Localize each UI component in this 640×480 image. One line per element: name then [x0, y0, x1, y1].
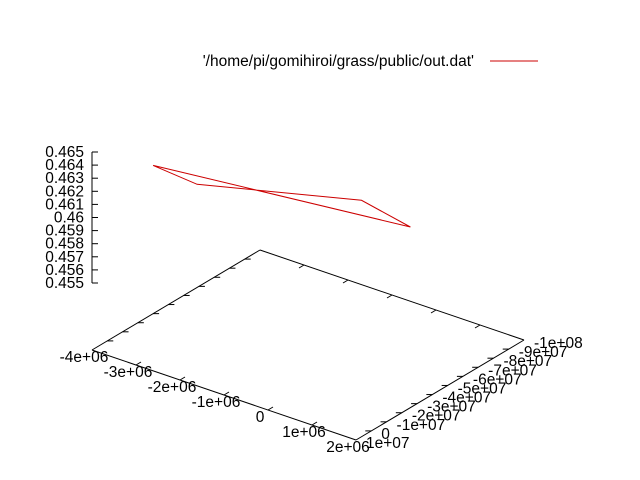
z-tick-label: 0.455: [45, 275, 84, 292]
legend: '/home/pi/gomihiroi/grass/public/out.dat…: [203, 53, 538, 70]
z-tick-label: 0.457: [45, 249, 84, 266]
z-tick-label: 0.463: [45, 170, 84, 187]
z-tick-label: 0.456: [45, 262, 84, 279]
y-axis-ticks: -1e+08-9e+07-8e+07-7e+07-6e+07-5e+07-4e+…: [107, 258, 583, 452]
z-tick-label: 0.465: [45, 144, 84, 161]
y-tick-label: -7e+07: [488, 362, 537, 379]
y-tick-label: -4e+07: [442, 390, 491, 407]
y-tick-label: -3e+07: [427, 399, 476, 416]
y-tick-label: -9e+07: [519, 344, 568, 361]
z-tick-label: 0.464: [45, 157, 84, 174]
y-tick-label: -1e+07: [397, 417, 446, 434]
x-tick-label: 1e+06: [282, 424, 326, 441]
x-tick-label: -3e+06: [104, 364, 153, 381]
y-tick-label: -6e+07: [473, 371, 522, 388]
y-tick-label: -2e+07: [412, 408, 461, 425]
base-edge-left: [91, 249, 261, 351]
x-tick-mark: [179, 376, 186, 381]
legend-label: '/home/pi/gomihiroi/grass/public/out.dat…: [203, 53, 474, 70]
x-tick-label: -2e+06: [148, 379, 197, 396]
series-line: [152, 164, 411, 228]
x-tick-mark: [267, 406, 274, 411]
y-tick-label: -1e+08: [534, 335, 583, 352]
x-tick-label: -1e+06: [192, 394, 241, 411]
x-tick-mark-far: [386, 294, 393, 299]
series-group: [152, 164, 411, 228]
y-tick-label: 1e+07: [366, 435, 410, 452]
x-tick-mark-far: [430, 309, 437, 314]
y-tick-label: -8e+07: [503, 353, 552, 370]
base-edge-right: [355, 339, 525, 441]
y-tick-label: -5e+07: [458, 380, 507, 397]
z-tick-label: 0.462: [45, 183, 84, 200]
y-tick-label: 0: [381, 426, 390, 443]
z-tick-label: 0.461: [45, 196, 84, 213]
x-tick-label: -4e+06: [60, 349, 109, 366]
x-tick-label: 0: [256, 409, 265, 426]
x-tick-mark-far: [298, 264, 305, 269]
z-tick-label: 0.459: [45, 223, 84, 240]
z-axis: 0.4550.4560.4570.4580.4590.460.4610.4620…: [45, 144, 98, 292]
x-tick-mark-far: [342, 279, 349, 284]
x-tick-mark: [311, 421, 318, 426]
z-tick-label: 0.458: [45, 236, 84, 253]
z-tick-label: 0.46: [54, 210, 84, 227]
x-tick-mark: [223, 391, 230, 396]
x-tick-label: 2e+06: [326, 439, 370, 456]
x-tick-mark-far: [474, 324, 481, 329]
x-tick-mark: [135, 361, 142, 366]
